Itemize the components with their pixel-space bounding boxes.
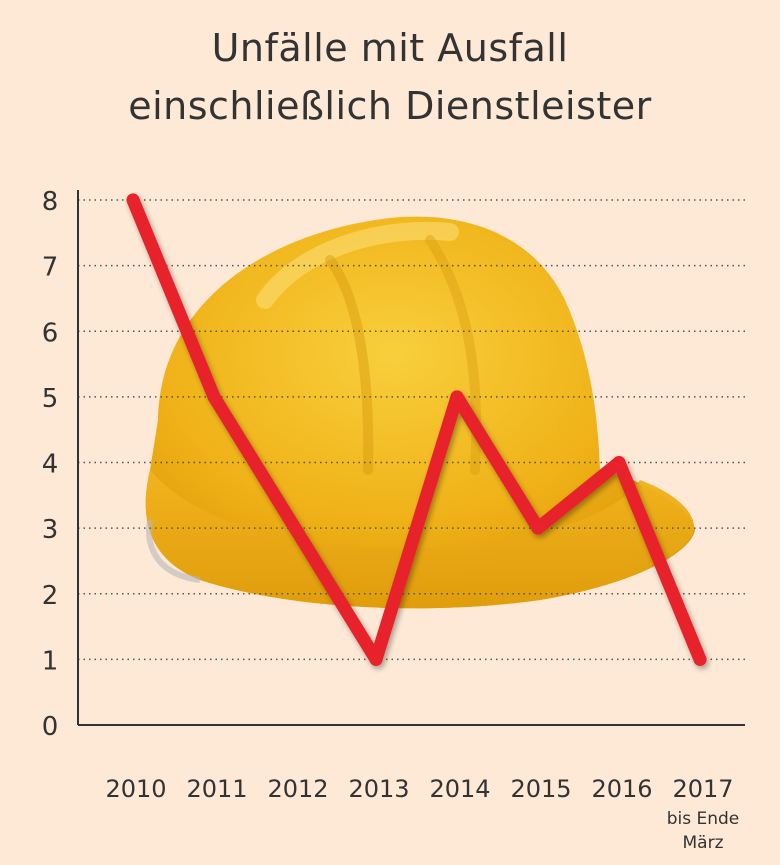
series-line — [126, 193, 707, 666]
data-point — [612, 456, 626, 469]
y-tick-label: 6 — [42, 318, 59, 348]
x-tick-label: 2014 — [429, 775, 490, 803]
data-point — [126, 193, 140, 207]
y-tick-label: 8 — [42, 187, 59, 217]
data-point — [693, 652, 707, 666]
x-tick-note: bis Ende — [667, 809, 740, 829]
x-tick-label: 2011 — [186, 775, 247, 803]
y-tick-labels: 0 1 2 3 4 5 6 7 8 — [42, 187, 59, 742]
y-tick-label: 3 — [42, 515, 59, 545]
x-tick-labels: 2010 2011 2012 2013 2014 2015 2016 2017 bis Ende… — [105, 775, 739, 853]
x-tick-label: 2017 — [672, 775, 733, 803]
axes — [77, 190, 745, 726]
y-tick-label: 0 — [42, 712, 59, 742]
chart-title-line-1: Unfälle mit Ausfall — [211, 26, 569, 70]
x-tick-note: März — [683, 833, 724, 853]
data-point — [369, 652, 383, 666]
x-tick-label: 2015 — [510, 775, 571, 803]
data-point — [531, 521, 545, 535]
x-tick-label: 2016 — [591, 775, 652, 803]
data-point — [207, 390, 221, 404]
y-tick-label: 4 — [42, 450, 59, 480]
y-tick-label: 5 — [42, 384, 59, 414]
x-tick-label: 2012 — [267, 775, 328, 803]
series-layer — [126, 193, 707, 666]
chart-title-line-2: einschließlich Dienstleister — [128, 84, 652, 128]
y-tick-label: 2 — [42, 581, 59, 611]
y-tick-label: 1 — [42, 646, 59, 676]
gridlines — [78, 199, 745, 661]
x-tick-label: 2013 — [348, 775, 409, 803]
x-tick-label: 2010 — [105, 775, 166, 803]
y-tick-label: 7 — [42, 253, 59, 283]
data-point — [288, 521, 302, 535]
data-point — [450, 390, 464, 404]
